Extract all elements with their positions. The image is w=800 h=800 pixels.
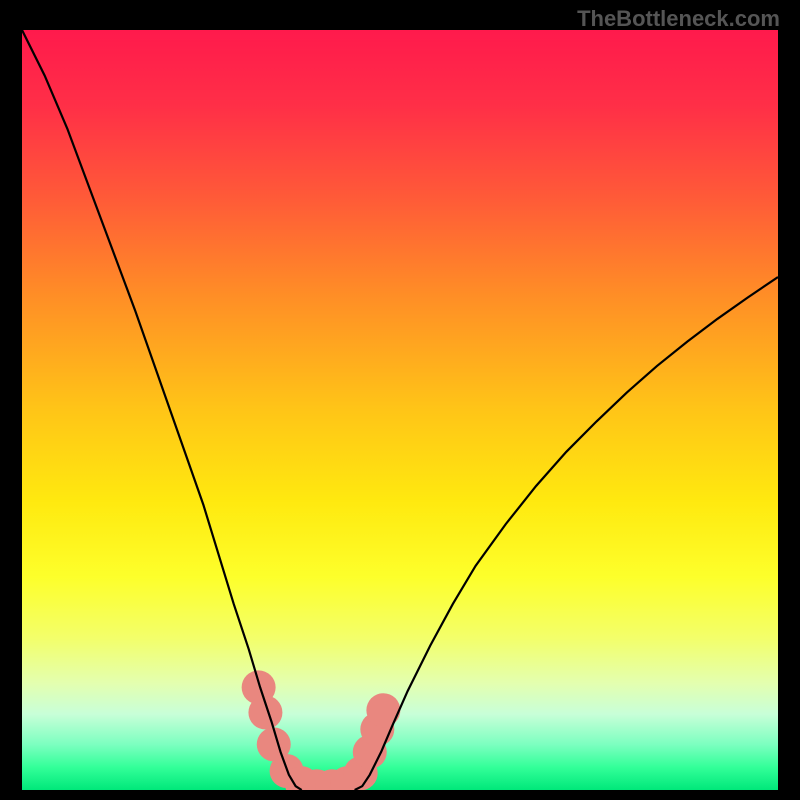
valley-marker	[242, 670, 401, 790]
watermark-text: TheBottleneck.com	[577, 6, 780, 32]
chart-svg	[22, 30, 778, 790]
curve-right	[355, 277, 778, 790]
chart-plot-area	[22, 30, 778, 790]
